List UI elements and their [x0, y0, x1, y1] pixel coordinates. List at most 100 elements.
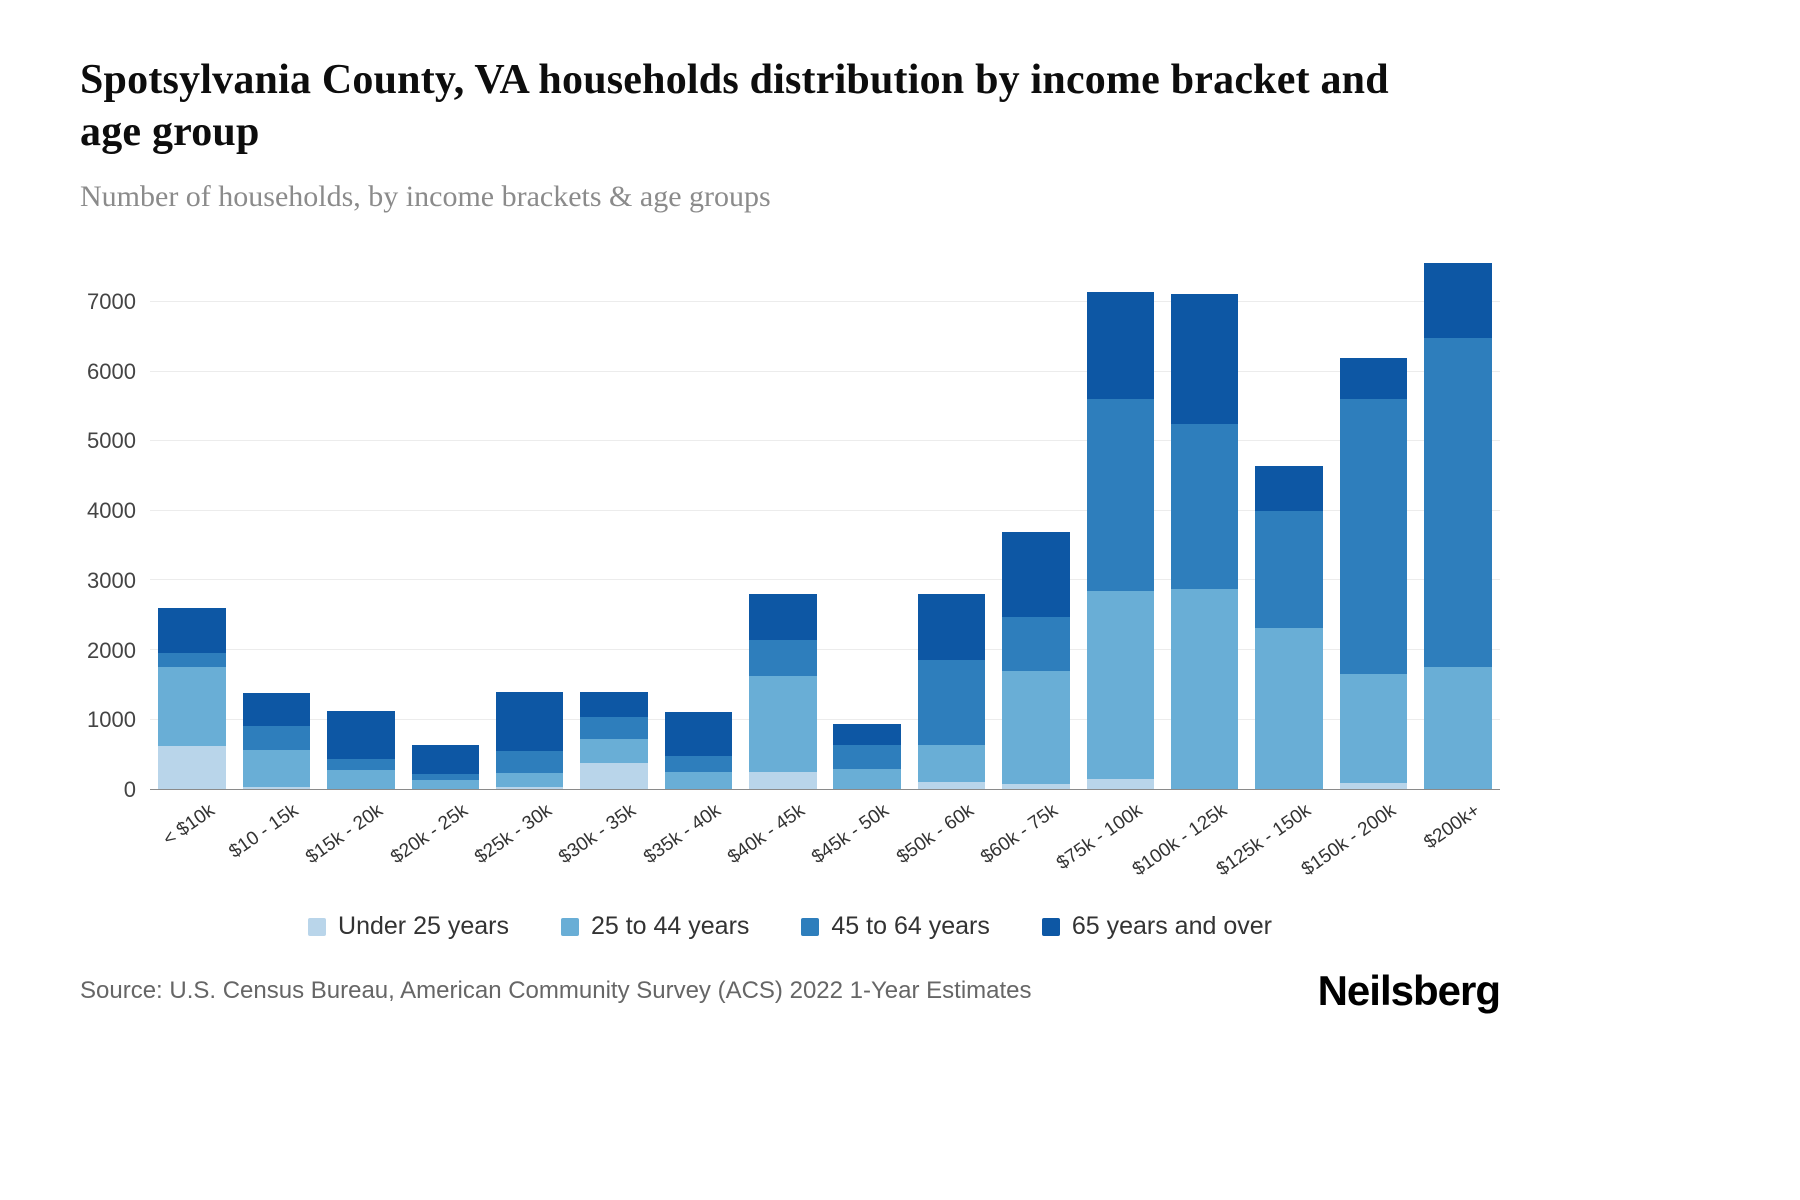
chart-footer: Source: U.S. Census Bureau, American Com…: [80, 967, 1501, 1015]
stacked-bar: [917, 260, 986, 790]
bar-segment[interactable]: [833, 744, 901, 769]
chart-page: Spotsylvania County, VA households distr…: [80, 57, 1501, 1015]
bar-segment[interactable]: [580, 716, 648, 740]
bar-segment[interactable]: [411, 780, 480, 790]
chart-subtitle: Number of households, by income brackets…: [80, 180, 771, 214]
bar-segment[interactable]: [1086, 399, 1155, 591]
bar-segment[interactable]: [917, 660, 986, 746]
bar-segment[interactable]: [1170, 589, 1239, 790]
bar-segment[interactable]: [411, 773, 480, 781]
stacked-bar: [1339, 260, 1408, 790]
gridline: [150, 300, 1500, 302]
bar-segment[interactable]: [917, 745, 986, 783]
stacked-bar: [664, 260, 733, 790]
bar-segment[interactable]: [158, 608, 226, 654]
bar-segment[interactable]: [1170, 294, 1239, 424]
bar-segment[interactable]: [1339, 357, 1408, 399]
bar-segment[interactable]: [1339, 782, 1408, 790]
bar-segment[interactable]: [327, 769, 395, 790]
legend-item[interactable]: 25 to 44 years: [560, 912, 749, 941]
bar-group: [1163, 260, 1247, 790]
stacked-bar: [1424, 260, 1492, 790]
bar-segment[interactable]: [580, 739, 648, 763]
bar-segment[interactable]: [1170, 423, 1239, 590]
x-tick-cell: $200k+: [1416, 790, 1500, 886]
plot-row: 0 1000 2000 3000 4000 5000 6000 7000: [80, 260, 1500, 802]
bar-segment[interactable]: [1255, 628, 1323, 790]
stacked-bar: [158, 260, 226, 790]
y-tick-label: 1000: [87, 707, 136, 733]
bar-segment[interactable]: [833, 724, 901, 745]
bar-segment[interactable]: [749, 772, 817, 790]
bar-segment[interactable]: [1086, 292, 1155, 400]
bar-segment[interactable]: [1424, 338, 1492, 667]
bar-segment[interactable]: [1255, 510, 1323, 629]
bar-segment[interactable]: [664, 711, 733, 756]
neilsberg-logo: Neilsberg: [1317, 967, 1501, 1015]
bar-segment[interactable]: [1339, 398, 1408, 674]
bar-segment[interactable]: [833, 768, 901, 790]
bar-segment[interactable]: [664, 771, 733, 790]
bar-segment[interactable]: [1086, 590, 1155, 779]
legend-swatch: [560, 917, 579, 936]
bar-segment[interactable]: [158, 667, 226, 747]
bar-segment[interactable]: [664, 755, 733, 772]
bar-segment[interactable]: [917, 594, 986, 661]
legend-swatch: [1041, 917, 1060, 936]
stacked-bar: [1086, 260, 1155, 790]
bar-group: [572, 260, 656, 790]
bar-segment[interactable]: [327, 710, 395, 760]
bar-segment[interactable]: [1424, 262, 1492, 339]
stacked-bar-chart: 0 1000 2000 3000 4000 5000 6000 7000 < $10k $10 …: [80, 260, 1500, 941]
bar-segment[interactable]: [1002, 532, 1070, 618]
bar-group: [656, 260, 740, 790]
y-tick-label: 3000: [87, 567, 136, 593]
legend-item[interactable]: 65 years and over: [1041, 912, 1272, 941]
bar-group: [1331, 260, 1415, 790]
bar-segment[interactable]: [1002, 670, 1070, 784]
bar-segment[interactable]: [242, 787, 311, 790]
bar-segment[interactable]: [411, 744, 480, 774]
bar-segment[interactable]: [495, 692, 564, 751]
bar-segment[interactable]: [495, 750, 564, 774]
chart-title: Spotsylvania County, VA households distr…: [80, 57, 1389, 156]
y-tick-label: 7000: [87, 289, 136, 314]
legend: Under 25 years 25 to 44 years 45 to 64 yea…: [80, 912, 1500, 941]
bar-segment[interactable]: [242, 725, 311, 751]
x-tick-label: < $10k: [159, 800, 219, 851]
bar-segment[interactable]: [1002, 783, 1070, 790]
bar-segment[interactable]: [1255, 466, 1323, 511]
gridline: [150, 509, 1500, 511]
bar-segment[interactable]: [495, 773, 564, 788]
bar-segment[interactable]: [1424, 666, 1492, 790]
y-axis: 0 1000 2000 3000 4000 5000 6000 7000: [80, 260, 150, 802]
bar-segment[interactable]: [580, 691, 648, 717]
y-tick-label: 6000: [87, 358, 136, 384]
bar-segment[interactable]: [242, 750, 311, 788]
legend-label: Under 25 years: [338, 912, 509, 941]
legend-swatch: [308, 917, 327, 936]
bar-group: [741, 260, 825, 790]
bar-segment[interactable]: [158, 653, 226, 668]
bar-segment[interactable]: [158, 746, 226, 790]
bar-group: [1416, 260, 1500, 790]
stacked-bar: [1255, 260, 1323, 790]
bar-segment[interactable]: [749, 639, 817, 677]
bar-segment[interactable]: [580, 762, 648, 790]
bar-segment[interactable]: [749, 594, 817, 640]
bar-segment[interactable]: [495, 787, 564, 790]
legend-item[interactable]: Under 25 years: [308, 912, 509, 941]
bar-segment[interactable]: [749, 676, 817, 773]
bar-group: [150, 260, 234, 790]
bar-segment[interactable]: [327, 759, 395, 770]
stacked-bar: [749, 260, 817, 790]
bar-segment[interactable]: [242, 693, 311, 726]
legend-item[interactable]: 45 to 64 years: [801, 912, 990, 941]
bar-segment[interactable]: [917, 782, 986, 790]
stacked-bar: [495, 260, 564, 790]
bar-group: [403, 260, 487, 790]
x-tick-cell: $45k - 50k: [809, 790, 909, 886]
bar-segment[interactable]: [1086, 778, 1155, 790]
bar-segment[interactable]: [1339, 673, 1408, 783]
bar-segment[interactable]: [1002, 617, 1070, 671]
